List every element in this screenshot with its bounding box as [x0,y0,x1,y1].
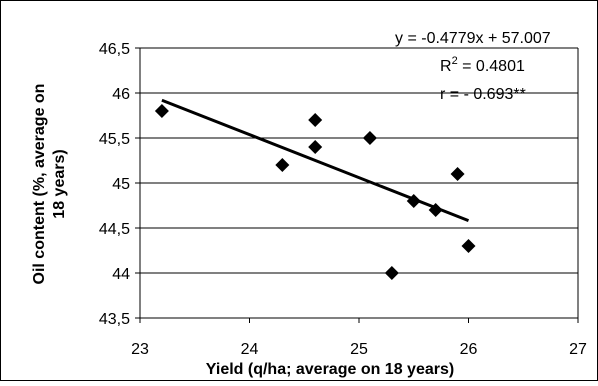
x-tick-labels: 23 24 25 26 27 [131,341,587,358]
data-point [406,194,421,208]
data-point [275,158,290,172]
r-squared-symbol: R [440,58,452,75]
data-point [450,167,465,181]
x-tick-label: 25 [350,341,368,358]
gridlines [135,47,578,319]
r-squared-superscript: 2 [452,55,458,67]
data-point [384,266,399,280]
data-point [308,113,323,127]
data-point [308,140,323,154]
axes [139,48,579,323]
data-point [362,131,377,145]
x-tick-label: 24 [241,341,259,358]
x-axis-title: Yield (q/ha; average on 18 years) [206,361,454,378]
y-axis-title-line-1: Oil content (%, average on [31,84,48,285]
r-squared-label: R2 = 0.4801 [440,55,525,75]
data-point [428,203,443,217]
x-tick-label: 23 [131,341,149,358]
x-tick-label: 27 [569,341,587,358]
trendline-equation: y = -0.4779x + 57.007 [395,30,551,47]
y-tick-label: 45,5 [99,131,130,148]
r-squared-value: = 0.4801 [458,58,525,75]
y-tick-label: 45 [112,176,130,193]
y-axis-title-line-2: 18 years) [51,149,68,218]
x-tick-label: 26 [460,341,478,358]
y-tick-labels: 43,5 44 44,5 45 45,5 46 46,5 [99,41,130,328]
y-tick-label: 44,5 [99,221,130,238]
r-correlation-label: r = - 0.693** [440,86,526,103]
data-points [154,104,476,280]
data-point [154,104,169,118]
data-point [461,239,476,253]
y-tick-label: 46 [112,86,130,103]
y-tick-label: 44 [112,266,130,283]
y-tick-label: 43,5 [99,311,130,328]
y-tick-label: 46,5 [99,41,130,58]
